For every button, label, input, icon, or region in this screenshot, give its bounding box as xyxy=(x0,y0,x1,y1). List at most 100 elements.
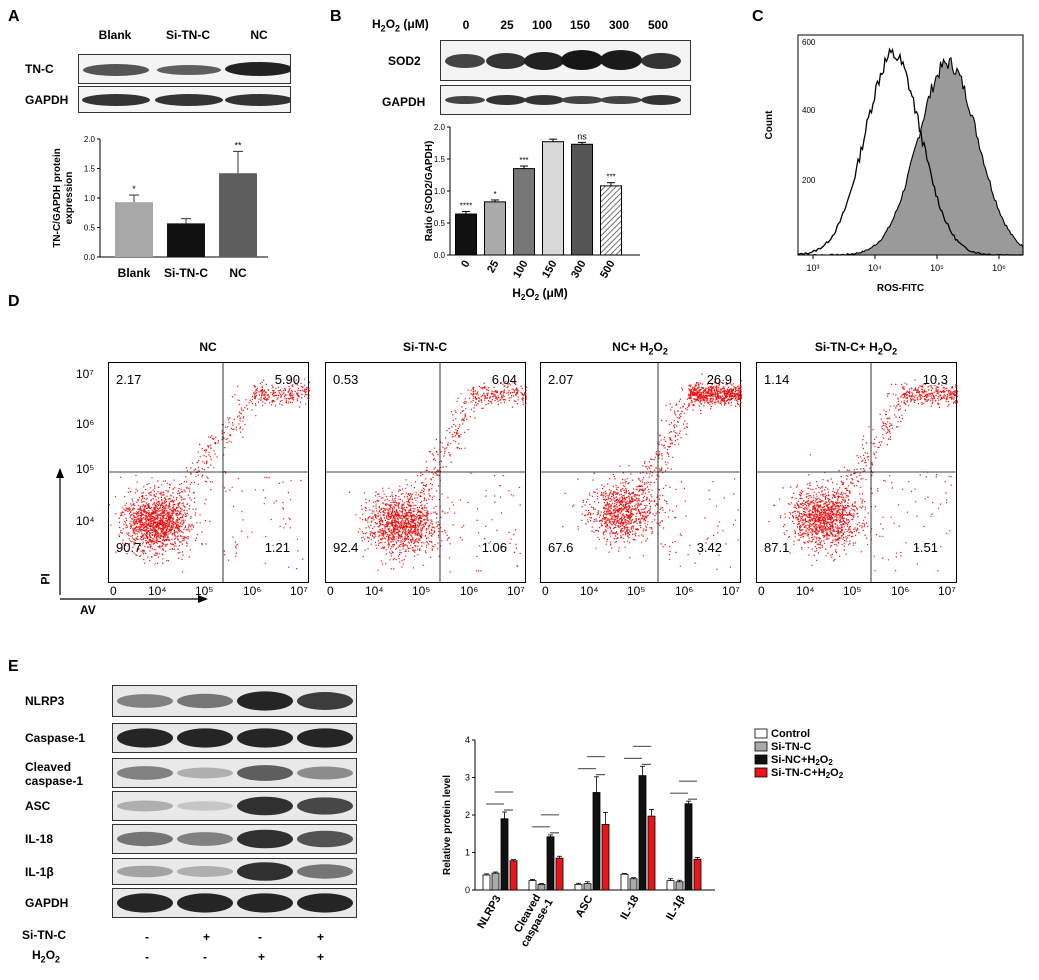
treatment-sign: - xyxy=(145,950,149,964)
x-tick-label: NC xyxy=(229,266,247,280)
blot-bands xyxy=(83,62,293,76)
quadrant-value-ll: 67.6 xyxy=(548,540,573,555)
significance-label: * xyxy=(132,184,136,194)
bar-100 xyxy=(513,168,535,256)
bar-300 xyxy=(571,143,593,256)
flow-y-tick-label: 10⁷ xyxy=(76,367,94,381)
significance-label: ** xyxy=(234,140,242,150)
bar-si-nc+h2o2 xyxy=(500,818,509,891)
bar-si-tn-c+h2o2 xyxy=(509,860,518,891)
x-tick-label: 300 xyxy=(569,259,589,281)
band xyxy=(297,692,353,710)
band xyxy=(117,766,173,780)
bar-0 xyxy=(455,213,477,256)
flow-x-tick-label: 10⁶ xyxy=(460,584,479,598)
quadrant-value-ll: 87.1 xyxy=(764,540,789,555)
flow-xlabel-av: AV xyxy=(80,603,96,617)
quadrant-value-ul: 2.17 xyxy=(116,372,141,387)
legend-label: Si-NC+H2O2 xyxy=(771,754,833,767)
row-label-gapdh-b: GAPDH xyxy=(382,95,426,109)
quadrant-value-ur: 6.04 xyxy=(492,372,517,387)
scatter-dots xyxy=(562,373,742,570)
panel-letter-a: A xyxy=(8,8,20,25)
flow-x-tick-label: 10⁴ xyxy=(580,584,599,598)
band xyxy=(117,831,173,847)
quadrant-value-ur: 5.90 xyxy=(275,372,300,387)
treatment-sign: - xyxy=(145,930,149,944)
flow-x-tick-label: 10⁶ xyxy=(243,584,262,598)
legend-label: Si-TN-C xyxy=(771,741,811,753)
treatment-sign: + xyxy=(317,930,325,944)
flow-x-tick-label: 10⁷ xyxy=(722,584,740,598)
significance-label: *** xyxy=(606,173,615,182)
western-blot-row xyxy=(112,824,357,854)
band xyxy=(177,893,233,913)
treatment-label: H2O2 xyxy=(32,948,61,965)
western-blot-row xyxy=(112,888,357,918)
blot-bands xyxy=(445,95,681,105)
band xyxy=(117,728,173,748)
quadrant-value-ll: 90.7 xyxy=(116,540,141,555)
band xyxy=(297,766,353,780)
band xyxy=(177,693,233,709)
blot-bands xyxy=(117,765,353,781)
bar-control xyxy=(528,880,537,891)
bar-control xyxy=(482,874,491,891)
row-label-tn-c: TN-C xyxy=(25,62,54,76)
bar-si-tn-c+h2o2 xyxy=(555,857,564,891)
western-blot-row xyxy=(112,685,357,717)
band xyxy=(177,866,233,877)
band xyxy=(237,691,293,711)
western-blot-row xyxy=(112,758,357,788)
y-axis-label: Relative protein level xyxy=(442,775,453,875)
x-tick-label: NLRP3 xyxy=(475,894,503,931)
quadrant-value-ul: 1.14 xyxy=(764,372,789,387)
x-tick-label: Si-TN-C xyxy=(164,266,208,280)
plot-frame xyxy=(108,362,309,583)
blot-bands xyxy=(117,862,353,881)
flow-x-tick-label: 10⁴ xyxy=(365,584,384,598)
blot-row-label: GAPDH xyxy=(25,896,69,910)
flow-x-tick-label: 10⁴ xyxy=(796,584,815,598)
chart-e: 0 1 2 3 4 Relative protein level NLRP3 Cleavedc… xyxy=(442,728,844,949)
quadrant-value-ul: 0.53 xyxy=(333,372,358,387)
treatment-label: Si-TN-C xyxy=(22,928,66,942)
histogram-treated xyxy=(797,57,1024,256)
bar-si-tn-c+h2o2 xyxy=(601,823,610,891)
y-tick-label: 0.5 xyxy=(84,224,96,233)
bar-si-nc+h2o2 xyxy=(684,803,693,891)
flow-scatter-plot: 2.17 5.90 90.7 1.21 xyxy=(108,362,310,583)
row-label-gapdh-a: GAPDH xyxy=(25,93,69,107)
significance-label: * xyxy=(493,190,496,199)
flow-plot-title: NC+ H2O2 xyxy=(612,340,668,357)
histogram-ros: 600 400 200 10³ 10⁴ 10⁵ 10⁶ ROS-FITC Count xyxy=(764,34,1024,294)
flow-x-tick-label: 0 xyxy=(758,584,765,598)
lane-label-nc: NC xyxy=(250,28,268,42)
bar-500 xyxy=(600,185,622,256)
blot-bands xyxy=(117,728,353,748)
band xyxy=(177,832,233,846)
x-tick-label: Blank xyxy=(118,266,151,280)
flow-scatter-plot: 1.14 10.3 87.1 1.51 xyxy=(756,362,958,583)
bar-si-nc+h2o2 xyxy=(592,792,601,891)
y-tick-label: 1.0 xyxy=(434,187,446,196)
treatment-sign: + xyxy=(203,930,211,944)
panel-letter-c: C xyxy=(752,8,764,25)
quadrant-value-ur: 10.3 xyxy=(923,372,948,387)
bar-25 xyxy=(484,201,506,256)
flow-plot-title: NC xyxy=(199,340,217,354)
western-blot-sod2 xyxy=(440,40,691,81)
y-tick-label: 2.0 xyxy=(434,123,446,132)
x-tick-label: 0 xyxy=(459,259,472,270)
band xyxy=(297,893,353,913)
flow-x-tick-label: 10⁵ xyxy=(627,584,646,598)
y-axis-label: Ratio (SOD2/GAPDH) xyxy=(424,141,435,242)
legend-swatch xyxy=(754,741,768,752)
y-tick-label: 1 xyxy=(465,848,470,858)
western-blot-tn-c xyxy=(78,54,293,84)
blot-row-label: Cleaved caspase-1 xyxy=(25,760,84,788)
significance-label: ns xyxy=(577,131,587,141)
y-tick-label: 3 xyxy=(465,773,470,783)
blot-row-label: IL-18 xyxy=(25,832,54,846)
flow-x-tick-label: 10⁴ xyxy=(148,584,167,598)
